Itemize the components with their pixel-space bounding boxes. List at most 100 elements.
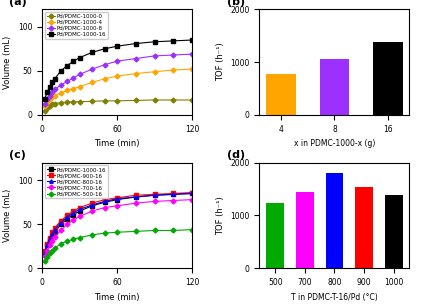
- Pd/PDMC-1000-4: [77, 85, 82, 88]
- Pd/PDMC-1000-16: [189, 192, 195, 195]
- Bar: [266, 203, 284, 268]
- Pd/PDMC-900-16: [152, 192, 157, 196]
- Pd/PDMC-1000-8: [50, 90, 55, 94]
- Line: Pd/PDMC-900-16: Pd/PDMC-900-16: [43, 191, 194, 253]
- Pd/PDMC-1000-8: [52, 88, 57, 91]
- Y-axis label: TOF (h⁻¹): TOF (h⁻¹): [216, 196, 225, 235]
- Pd/PDMC-500-16: [71, 238, 76, 241]
- Pd/PDMC-1000-4: [133, 72, 138, 75]
- Line: Pd/PDMC-1000-8: Pd/PDMC-1000-8: [43, 52, 194, 106]
- Pd/PDMC-1000-0: [102, 99, 107, 103]
- Pd/PDMC-1000-16: [58, 222, 63, 226]
- Pd/PDMC-1000-4: [45, 100, 50, 104]
- Line: Pd/PDMC-800-16: Pd/PDMC-800-16: [43, 192, 194, 254]
- Pd/PDMC-700-16: [65, 222, 70, 226]
- Pd/PDMC-900-16: [71, 209, 76, 213]
- Pd/PDMC-800-16: [42, 251, 47, 254]
- Line: Pd/PDMC-1000-16: Pd/PDMC-1000-16: [43, 38, 194, 101]
- Pd/PDMC-900-16: [47, 236, 52, 239]
- Line: Pd/PDMC-700-16: Pd/PDMC-700-16: [43, 198, 194, 258]
- Pd/PDMC-1000-8: [65, 80, 70, 83]
- Pd/PDMC-500-16: [58, 242, 63, 246]
- Pd/PDMC-1000-0: [133, 99, 138, 102]
- Pd/PDMC-900-16: [45, 242, 50, 246]
- Pd/PDMC-1000-4: [50, 95, 55, 99]
- Pd/PDMC-700-16: [58, 229, 63, 232]
- Pd/PDMC-800-16: [133, 195, 138, 199]
- Bar: [320, 59, 349, 115]
- Pd/PDMC-1000-16: [45, 90, 50, 94]
- Text: (c): (c): [9, 150, 26, 160]
- Pd/PDMC-900-16: [89, 201, 95, 205]
- Pd/PDMC-1000-4: [47, 97, 52, 101]
- Pd/PDMC-500-16: [133, 230, 138, 233]
- Pd/PDMC-1000-8: [102, 63, 107, 66]
- Pd/PDMC-1000-16: [47, 238, 52, 242]
- Pd/PDMC-700-16: [89, 209, 95, 213]
- Pd/PDMC-700-16: [52, 235, 57, 239]
- Pd/PDMC-1000-4: [58, 91, 63, 95]
- Pd/PDMC-500-16: [115, 230, 120, 234]
- Pd/PDMC-900-16: [52, 226, 57, 230]
- Pd/PDMC-1000-16: [45, 244, 50, 247]
- Pd/PDMC-1000-0: [65, 100, 70, 104]
- Pd/PDMC-500-16: [152, 229, 157, 232]
- Bar: [385, 196, 403, 268]
- Bar: [355, 188, 373, 268]
- Pd/PDMC-1000-16: [115, 44, 120, 48]
- Pd/PDMC-800-16: [171, 192, 176, 196]
- Pd/PDMC-1000-0: [52, 102, 57, 105]
- Pd/PDMC-1000-16: [171, 192, 176, 196]
- Pd/PDMC-1000-0: [77, 100, 82, 104]
- Pd/PDMC-700-16: [71, 218, 76, 222]
- Pd/PDMC-1000-0: [115, 99, 120, 103]
- Pd/PDMC-1000-16: [133, 195, 138, 199]
- Pd/PDMC-1000-4: [71, 87, 76, 90]
- Pd/PDMC-500-16: [171, 229, 176, 232]
- Pd/PDMC-1000-16: [42, 97, 47, 101]
- Pd/PDMC-1000-16: [52, 230, 57, 234]
- Pd/PDMC-1000-4: [102, 77, 107, 81]
- Pd/PDMC-1000-16: [42, 251, 47, 254]
- Pd/PDMC-1000-16: [71, 213, 76, 217]
- Pd/PDMC-1000-16: [152, 193, 157, 197]
- Pd/PDMC-500-16: [102, 231, 107, 235]
- Pd/PDMC-1000-8: [189, 52, 195, 56]
- Pd/PDMC-1000-0: [89, 99, 95, 103]
- Pd/PDMC-1000-0: [189, 98, 195, 102]
- X-axis label: x in PDMC-1000-x (g): x in PDMC-1000-x (g): [294, 139, 375, 148]
- Pd/PDMC-800-16: [65, 215, 70, 219]
- Pd/PDMC-1000-4: [65, 88, 70, 92]
- Pd/PDMC-500-16: [47, 252, 52, 255]
- Pd/PDMC-1000-8: [133, 57, 138, 60]
- Pd/PDMC-800-16: [58, 221, 63, 224]
- Pd/PDMC-1000-16: [47, 85, 52, 88]
- Line: Pd/PDMC-1000-0: Pd/PDMC-1000-0: [43, 98, 194, 112]
- X-axis label: Time (min): Time (min): [95, 293, 140, 302]
- Pd/PDMC-1000-4: [42, 104, 47, 108]
- Pd/PDMC-900-16: [42, 249, 47, 253]
- Pd/PDMC-1000-0: [45, 106, 50, 110]
- Pd/PDMC-1000-0: [71, 100, 76, 104]
- Pd/PDMC-1000-4: [152, 70, 157, 74]
- Pd/PDMC-800-16: [52, 228, 57, 231]
- Pd/PDMC-1000-16: [50, 234, 55, 238]
- Pd/PDMC-500-16: [42, 260, 47, 263]
- Pd/PDMC-1000-16: [115, 198, 120, 201]
- Pd/PDMC-1000-16: [189, 38, 195, 42]
- Pd/PDMC-1000-16: [152, 40, 157, 44]
- Pd/PDMC-1000-16: [102, 200, 107, 204]
- Bar: [296, 192, 314, 268]
- Pd/PDMC-1000-0: [152, 98, 157, 102]
- Pd/PDMC-900-16: [77, 206, 82, 210]
- Pd/PDMC-1000-8: [58, 83, 63, 87]
- Pd/PDMC-1000-16: [58, 69, 63, 73]
- Pd/PDMC-1000-16: [77, 56, 82, 59]
- Line: Pd/PDMC-1000-16: Pd/PDMC-1000-16: [43, 192, 194, 254]
- Pd/PDMC-500-16: [45, 255, 50, 259]
- Pd/PDMC-1000-0: [47, 104, 52, 108]
- Pd/PDMC-1000-16: [50, 81, 55, 84]
- Pd/PDMC-1000-8: [171, 53, 176, 57]
- Pd/PDMC-700-16: [189, 198, 195, 201]
- Pd/PDMC-900-16: [171, 192, 176, 195]
